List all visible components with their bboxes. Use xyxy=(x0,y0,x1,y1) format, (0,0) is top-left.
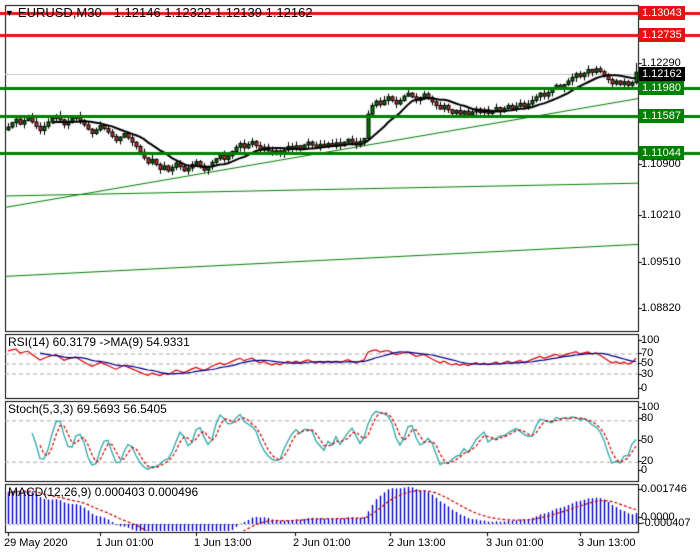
stoch-axis-label: 20 xyxy=(641,455,654,467)
quote-high: 1.12322 xyxy=(164,5,212,20)
stoch-axis-label: 100 xyxy=(641,401,660,413)
stoch-axis-label: 50 xyxy=(641,434,654,446)
stoch-axis-label: 0 xyxy=(641,464,648,476)
rsi-axis-label: 30 xyxy=(641,368,654,380)
macd-axis-label: 0.0000 xyxy=(641,511,675,523)
symbol-timeframe-label: EURUSD,M30 xyxy=(17,5,102,20)
chart-title: ▼ EURUSD,M30 1.12146 1.12322 1.12139 1.121… xyxy=(5,5,313,20)
time-axis-label: 29 May 2020 xyxy=(4,537,68,549)
quote-open: 1.12146 xyxy=(113,5,161,20)
macd-axis-label: 0.001746 xyxy=(641,483,687,495)
time-axis-label: 2 Jun 13:00 xyxy=(388,537,446,549)
resistance-price-badge: 1.13043 xyxy=(639,6,685,20)
support-price-badge: 1.11587 xyxy=(639,109,684,123)
stoch-axis-label: 80 xyxy=(641,412,654,424)
symbol-marker-icon: ▼ xyxy=(5,8,14,18)
price-axis-tick-label: 1.12290 xyxy=(641,57,681,69)
current-price-badge: 1.12162 xyxy=(639,67,685,81)
time-axis-label: 1 Jun 01:00 xyxy=(96,537,154,549)
price-axis-tick-label: 1.09510 xyxy=(641,256,681,268)
rsi-axis-label: 100 xyxy=(641,334,660,346)
time-axis-label: 1 Jun 13:00 xyxy=(194,537,252,549)
rsi-axis-label: 50 xyxy=(641,357,654,369)
price-axis-tick-label: 1.10210 xyxy=(641,209,681,221)
rsi-axis-label: 70 xyxy=(641,347,654,359)
stoch-panel-title: Stoch(5,3,3) 69.5693 56.5405 xyxy=(8,402,167,416)
support-price-badge: 1.11980 xyxy=(639,81,684,95)
support-price-badge: 1.11044 xyxy=(639,146,684,160)
quote-close: 1.12162 xyxy=(265,5,313,20)
price-axis-tick-label: 1.10900 xyxy=(641,158,681,170)
macd-axis-label: -0.000407 xyxy=(641,517,691,529)
resistance-price-badge: 1.12735 xyxy=(639,28,685,42)
time-axis-label: 3 Jun 13:00 xyxy=(578,537,636,549)
quote-low: 1.12139 xyxy=(214,5,262,20)
price-axis-tick-label: 1.08820 xyxy=(641,302,681,314)
rsi-axis-label: 0 xyxy=(641,382,648,394)
time-axis-label: 2 Jun 01:00 xyxy=(293,537,351,549)
macd-panel-title: MACD(12,26,9) 0.000403 0.000496 xyxy=(8,485,199,499)
rsi-panel-title: RSI(14) 60.3179 ->MA(9) 54.9331 xyxy=(8,335,190,349)
time-axis-label: 3 Jun 01:00 xyxy=(486,537,544,549)
